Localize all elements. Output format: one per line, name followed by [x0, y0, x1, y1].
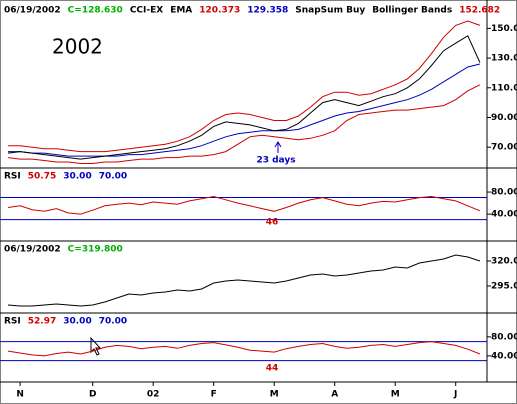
y-tick-label: 40.00 — [491, 351, 517, 361]
level-label: 30.00 — [63, 172, 91, 182]
header-item: 06/19/2002 — [4, 245, 61, 255]
x-tick-label: N — [16, 390, 24, 400]
y-tick-label: 110.00 — [491, 83, 517, 93]
y-tick-label: 320.00 — [491, 257, 517, 267]
header-item: 50.75 — [28, 172, 56, 182]
annotation: 46 — [266, 218, 279, 228]
series-line — [8, 63, 481, 157]
annotation: 23 days — [256, 156, 295, 166]
x-tick-label: 02 — [147, 390, 160, 400]
y-tick-label: 80.00 — [491, 188, 517, 198]
y-tick-label: 295.00 — [491, 282, 517, 292]
series-line — [7, 195, 481, 215]
header-item: 152.682 — [459, 6, 500, 16]
header-item: Bollinger Bands — [372, 6, 452, 16]
level-label: 30.00 — [63, 317, 91, 327]
header-item: 52.97 — [28, 317, 56, 327]
header-item: 120.373 — [199, 6, 240, 16]
level-label: 70.00 — [99, 317, 127, 327]
y-tick-label: 40.00 — [491, 210, 517, 220]
series-line — [7, 341, 481, 357]
level-label: 70.00 — [99, 172, 127, 182]
series-line — [7, 35, 481, 160]
x-tick-label: J — [453, 390, 457, 400]
year-label: 2002 — [52, 35, 103, 59]
x-tick-label: M — [270, 390, 279, 400]
y-tick-label: 130.00 — [491, 54, 517, 64]
header-item: C=319.800 — [68, 245, 123, 255]
header-item: RSI — [4, 172, 21, 182]
y-tick-label: 80.00 — [491, 332, 517, 342]
series-line — [7, 254, 481, 307]
header-item: 129.358 — [247, 6, 288, 16]
header-item: RSI — [4, 317, 21, 327]
header-item: C=128.630 — [68, 6, 123, 16]
x-tick-label: D — [89, 390, 96, 400]
header-item: EMA — [170, 6, 192, 16]
y-tick-label: 70.00 — [491, 143, 517, 153]
x-tick-label: A — [331, 390, 338, 400]
annotation-arrow — [274, 141, 282, 153]
annotation: 44 — [266, 364, 279, 374]
header-item: CCI-EX — [130, 6, 163, 16]
y-tick-label: 90.00 — [491, 113, 517, 123]
y-tick-label: 150.00 — [491, 24, 517, 34]
x-tick-label: M — [391, 390, 400, 400]
header-item: 06/19/2002 — [4, 6, 61, 16]
series-line — [8, 20, 481, 153]
header-item: SnapSum Buy — [295, 6, 365, 16]
x-tick-label: F — [211, 390, 217, 400]
series-line — [7, 84, 481, 164]
